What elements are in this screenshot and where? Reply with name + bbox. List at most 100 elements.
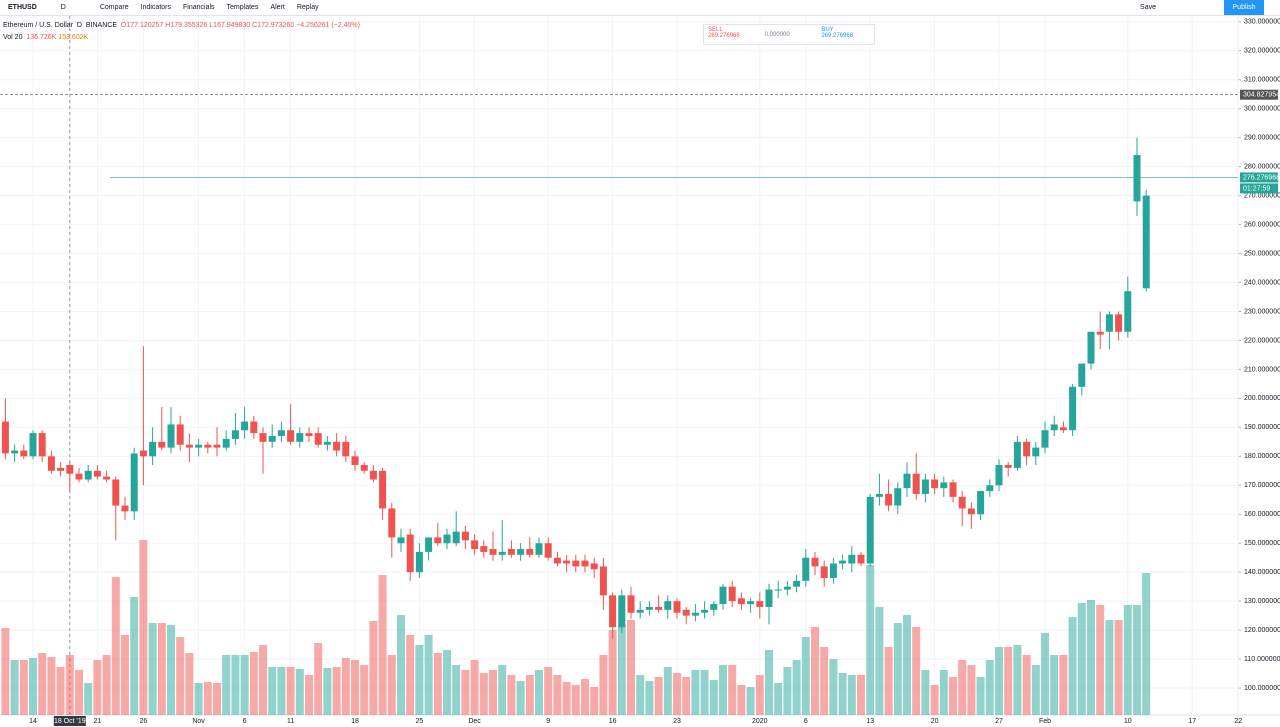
candle-body: [774, 589, 782, 591]
candle-body: [379, 470, 387, 509]
candle-body: [691, 612, 699, 616]
candle-body: [360, 465, 368, 471]
candle-body: [369, 470, 377, 480]
candle-body: [931, 479, 939, 489]
candle-body: [553, 557, 561, 564]
x-tick-label: 13: [866, 718, 874, 725]
candle-body: [498, 551, 506, 555]
y-tick-label: 260.000000: [1244, 221, 1280, 228]
y-tick-label: 250.000000: [1244, 250, 1280, 257]
volume-bar: [203, 682, 212, 715]
candle-body: [517, 549, 525, 555]
countdown-bg: [1240, 183, 1278, 194]
candle-body: [572, 560, 580, 567]
publish[interactable]: Publish: [1224, 0, 1264, 15]
candle-body: [305, 433, 313, 437]
volume-bar: [645, 681, 654, 715]
candle-body: [701, 609, 709, 613]
volume-bar: [65, 655, 74, 715]
volume-bar: [765, 650, 773, 715]
sell-price: 269.276968: [708, 33, 740, 39]
candle-body: [388, 508, 396, 538]
candle-body: [415, 551, 423, 573]
volume-bar: [93, 660, 102, 715]
candle-body: [38, 433, 46, 457]
legend-title: Ethereum / U.S. Dollar: [3, 22, 74, 29]
toolbar-item[interactable]: Alert: [270, 4, 285, 11]
volume-bar: [737, 685, 746, 715]
candle-body: [471, 540, 479, 550]
toolbar-item[interactable]: Replay: [296, 4, 319, 11]
volume-bar: [433, 653, 442, 715]
candle-body: [912, 473, 920, 494]
volume-bar: [470, 660, 479, 715]
legend-high: H179.355326: [165, 22, 208, 29]
y-tick-label: 120.000000: [1244, 627, 1280, 634]
candle-body: [139, 450, 147, 457]
volume-bar: [332, 667, 341, 715]
candle-body: [765, 589, 773, 607]
volume-bar: [1114, 620, 1123, 715]
volume-bar: [424, 635, 433, 715]
price-label: 304.827954: [1243, 92, 1280, 99]
volume-bar: [1096, 605, 1105, 715]
volume-bar: [397, 615, 405, 715]
volume-bar: [231, 655, 240, 715]
volume-bar: [1142, 573, 1151, 715]
candle-body: [829, 563, 837, 578]
volume-bar: [479, 673, 488, 715]
volume-bar: [599, 655, 608, 715]
candle-body: [1133, 155, 1141, 202]
toolbar: ETHUSD D Compare Indicators Financials T…: [0, 0, 1280, 16]
volume-bar: [415, 645, 424, 715]
candle-body: [820, 566, 828, 578]
toolbar-item[interactable]: Financials: [183, 4, 215, 11]
volume-ma: 153.602K: [58, 34, 89, 41]
y-tick-label: 220.000000: [1244, 337, 1280, 344]
candle-body: [535, 543, 543, 555]
candle-body: [1069, 386, 1077, 431]
sell[interactable]: SELL 269.276968: [704, 25, 761, 44]
toolbar-item[interactable]: Indicators: [140, 4, 171, 11]
symbol[interactable]: ETHUSD: [8, 4, 37, 11]
candle-body: [590, 563, 598, 570]
volume-bar: [801, 637, 810, 715]
save[interactable]: Save: [1140, 4, 1156, 11]
volume-bar: [121, 635, 129, 715]
interval[interactable]: D: [60, 4, 66, 11]
volume-bar: [378, 575, 387, 715]
volume-bar: [461, 670, 470, 715]
volume-bar: [249, 652, 258, 715]
candle-body: [1115, 314, 1123, 332]
volume-bar: [774, 683, 783, 715]
volume-bar: [360, 665, 369, 715]
price-label-bg: [1240, 172, 1278, 183]
volume-bar: [1031, 665, 1040, 715]
volume-bar: [1041, 633, 1049, 715]
volume-bar: [958, 660, 967, 715]
candle-body: [1013, 441, 1021, 468]
y-tick-label: 330.000000: [1244, 19, 1280, 26]
y-tick-label: 160.000000: [1244, 511, 1280, 518]
volume-bar: [627, 620, 635, 715]
volume-title: Vol 20: [3, 34, 23, 41]
toolbar-item[interactable]: Templates: [226, 4, 259, 11]
y-tick-label: 230.000000: [1244, 308, 1280, 315]
x-tick-label: 6: [243, 718, 247, 725]
candle-body: [314, 433, 322, 445]
legend-exchange: BINANCE: [85, 22, 117, 29]
toolbar-item[interactable]: Compare: [99, 4, 129, 11]
volume-bar: [111, 577, 120, 715]
candle-body: [443, 534, 451, 544]
candle-body: [84, 470, 92, 480]
volume-bar: [176, 637, 185, 715]
buy[interactable]: BUY 269.276968: [817, 25, 874, 44]
volume-bar: [268, 667, 277, 715]
candle-body: [1050, 424, 1058, 431]
volume-bar: [1059, 655, 1068, 715]
volume-bar: [56, 667, 65, 715]
candle-body: [425, 537, 433, 552]
candle-body: [995, 465, 1003, 486]
volume-bar: [194, 683, 203, 715]
candle-body: [977, 491, 985, 515]
